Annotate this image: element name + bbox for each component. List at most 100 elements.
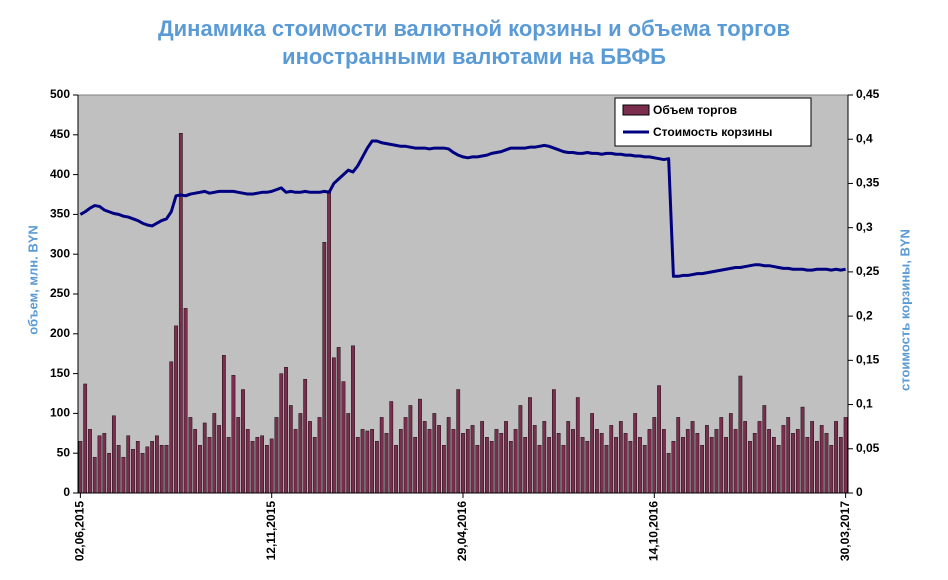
bar	[609, 425, 614, 494]
bar	[700, 445, 705, 494]
bar	[604, 445, 609, 494]
bar	[614, 437, 618, 494]
y2-tick-label: 0,1	[856, 397, 873, 411]
bar	[733, 429, 738, 494]
bar	[829, 445, 834, 494]
x-tick-label: 12,11,2015	[264, 501, 278, 561]
bar	[437, 425, 441, 494]
bar	[260, 435, 265, 494]
bar	[800, 406, 805, 494]
bar	[408, 405, 413, 494]
y-tick-label: 250	[50, 286, 70, 300]
bar	[231, 374, 236, 494]
bar	[355, 437, 360, 494]
bar	[781, 425, 786, 494]
bar	[241, 389, 245, 494]
y-tick-label: 350	[50, 207, 70, 221]
bar	[331, 357, 336, 494]
y-tick-label: 50	[57, 445, 71, 459]
bar	[169, 361, 174, 494]
bar	[685, 429, 690, 494]
bar	[456, 389, 461, 494]
y2-tick-label: 0,2	[856, 308, 873, 322]
bar	[351, 345, 355, 494]
y2-tick-label: 0,4	[856, 131, 873, 145]
bar	[791, 433, 795, 494]
bar	[155, 435, 159, 494]
y2-tick-label: 0,45	[856, 87, 880, 101]
bar	[805, 437, 810, 494]
bar	[441, 445, 446, 494]
bar	[245, 429, 250, 494]
bar	[188, 417, 193, 494]
bar	[212, 413, 217, 494]
bar	[489, 441, 494, 494]
bar	[78, 441, 83, 494]
bar	[633, 413, 638, 494]
bar	[642, 445, 647, 494]
bar	[394, 445, 398, 494]
y-tick-label: 400	[50, 167, 70, 181]
bar	[360, 429, 365, 494]
bar	[465, 429, 470, 494]
bar	[284, 367, 288, 494]
bar	[537, 445, 542, 494]
bar	[728, 413, 733, 494]
bar	[480, 421, 485, 494]
bar	[681, 437, 685, 494]
bar	[107, 453, 111, 494]
bar	[92, 456, 97, 494]
bar	[451, 429, 456, 494]
bar	[317, 417, 322, 494]
bar	[221, 355, 226, 494]
bar	[815, 441, 819, 494]
bar	[461, 433, 465, 494]
bar	[705, 425, 709, 494]
bar	[131, 449, 135, 494]
bar	[757, 421, 762, 494]
bar	[226, 437, 231, 494]
bar	[843, 417, 848, 494]
bar	[308, 421, 312, 494]
x-tick-label: 14,10,2016	[646, 501, 660, 561]
y2-tick-label: 0,05	[856, 441, 880, 455]
line	[79, 139, 846, 278]
y2-tick-label: 0,25	[856, 264, 880, 278]
chart-title: иностранными валютами на БВФБ	[282, 44, 666, 69]
bar	[666, 453, 671, 494]
y-tick-label: 300	[50, 246, 70, 260]
bar	[121, 456, 126, 494]
chart-title: Динамика стоимости валютной корзины и об…	[158, 16, 790, 41]
bar	[786, 417, 791, 494]
bar	[413, 437, 418, 494]
bar	[312, 437, 317, 494]
bar	[274, 417, 279, 494]
bar	[676, 417, 681, 494]
bar	[528, 397, 532, 494]
bar	[504, 421, 508, 494]
bar	[561, 445, 566, 494]
bar	[346, 413, 351, 494]
bar	[432, 413, 437, 494]
bar	[145, 446, 150, 494]
bar	[767, 429, 771, 494]
bar	[532, 425, 537, 494]
bar	[265, 445, 269, 494]
bar	[217, 425, 221, 494]
bar	[661, 429, 666, 494]
bar	[494, 429, 499, 494]
y-tick-label: 450	[50, 127, 70, 141]
bar	[159, 445, 164, 494]
bar	[427, 429, 432, 494]
bar	[102, 433, 107, 494]
bar	[398, 429, 403, 494]
y2-tick-label: 0,35	[856, 176, 880, 190]
bar	[743, 421, 748, 494]
bar	[389, 401, 394, 494]
bar	[269, 438, 274, 494]
bar	[174, 325, 178, 494]
bar	[198, 445, 202, 494]
bar	[365, 430, 370, 494]
bar	[126, 435, 131, 494]
bar	[556, 433, 561, 494]
